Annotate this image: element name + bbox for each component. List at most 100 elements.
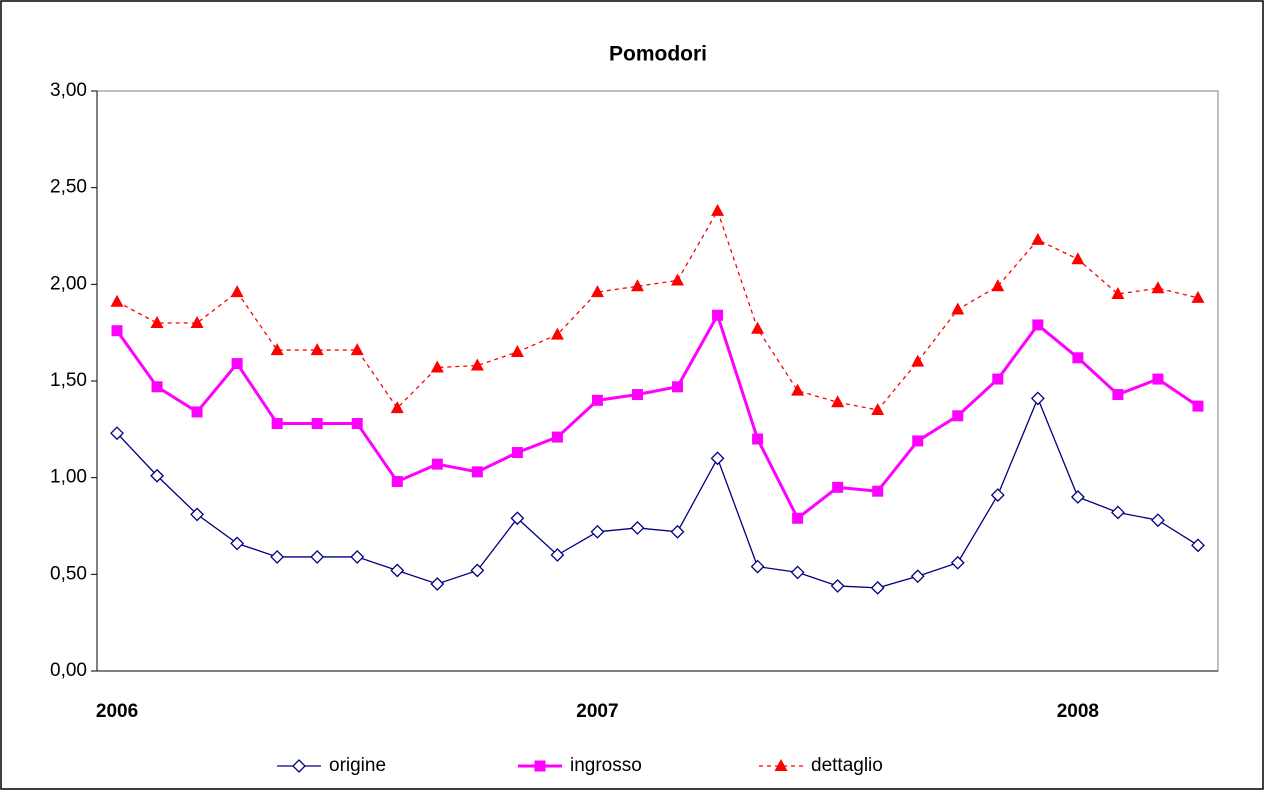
data-point — [1111, 287, 1125, 299]
data-point — [1151, 513, 1165, 528]
data-point — [591, 394, 603, 406]
data-point — [630, 279, 644, 292]
data-point — [191, 406, 203, 418]
data-point — [750, 559, 765, 574]
series-line — [116, 396, 1199, 589]
legend-marker — [774, 759, 788, 771]
data-point — [830, 579, 845, 593]
data-point — [872, 485, 884, 497]
data-point — [751, 321, 765, 334]
data-point — [151, 381, 163, 393]
data-point — [950, 555, 965, 570]
data-point — [871, 403, 885, 415]
data-point — [150, 316, 164, 328]
data-point — [231, 358, 243, 370]
data-point — [590, 524, 605, 539]
data-point — [992, 373, 1004, 385]
data-point — [271, 418, 283, 430]
data-point — [350, 550, 365, 564]
data-point — [430, 577, 445, 591]
y-tick-label: 0,50 — [50, 563, 87, 584]
data-point — [430, 360, 444, 373]
data-point — [1071, 252, 1085, 265]
legend-label: ingrosso — [570, 755, 642, 776]
data-point — [230, 536, 245, 551]
data-point — [952, 410, 964, 422]
data-point — [832, 481, 844, 493]
data-point — [791, 383, 805, 396]
data-point — [912, 435, 924, 447]
x-tick-label: 2006 — [96, 701, 138, 722]
data-point — [550, 548, 565, 562]
data-point — [310, 343, 324, 356]
data-point — [1112, 389, 1124, 401]
data-point — [1191, 538, 1205, 553]
data-point — [710, 451, 725, 466]
data-point — [431, 458, 443, 470]
y-tick-label: 0,00 — [50, 660, 87, 681]
data-point — [630, 521, 645, 535]
y-tick-label: 1,50 — [50, 370, 87, 391]
data-point — [991, 279, 1005, 292]
data-point — [1152, 373, 1164, 385]
data-point — [711, 203, 725, 216]
data-point — [150, 468, 164, 483]
legend-marker — [534, 760, 546, 772]
data-point — [310, 550, 325, 564]
data-point — [111, 325, 123, 337]
data-point — [590, 285, 604, 298]
data-point — [390, 401, 404, 414]
data-point — [792, 512, 804, 524]
data-point — [910, 569, 925, 584]
data-point — [1030, 391, 1045, 406]
data-point — [870, 580, 885, 595]
data-point — [631, 389, 643, 401]
chart-title: Pomodori — [609, 43, 707, 66]
data-point — [1070, 490, 1085, 504]
data-point — [671, 273, 685, 286]
data-point — [1191, 290, 1205, 303]
data-point — [190, 316, 204, 328]
data-point — [391, 476, 403, 488]
data-point — [471, 466, 483, 478]
data-point — [230, 285, 244, 298]
legend-marker — [292, 759, 306, 773]
data-point — [1072, 352, 1084, 364]
y-tick-label: 2,50 — [50, 177, 87, 198]
data-point — [1192, 400, 1204, 412]
data-point — [350, 343, 364, 356]
data-point — [1110, 505, 1125, 520]
data-point — [351, 418, 363, 430]
data-point — [990, 488, 1005, 502]
x-tick-label: 2008 — [1057, 701, 1099, 722]
data-point — [672, 381, 684, 393]
legend-label: dettaglio — [811, 755, 883, 776]
series-line — [115, 311, 1199, 521]
data-point — [511, 447, 523, 459]
data-point — [670, 524, 685, 539]
data-point — [470, 563, 485, 578]
data-point — [390, 563, 405, 578]
data-point — [1031, 232, 1045, 245]
data-point — [550, 327, 564, 340]
data-point — [311, 418, 323, 430]
data-point — [270, 343, 284, 356]
series-line — [116, 209, 1199, 411]
data-point — [712, 309, 724, 321]
data-point — [470, 358, 484, 371]
data-point — [1151, 281, 1165, 294]
data-point — [752, 433, 764, 445]
data-point — [831, 395, 845, 408]
data-point — [951, 302, 965, 315]
data-point — [270, 550, 285, 564]
data-point — [510, 345, 524, 357]
data-point — [110, 426, 124, 441]
data-point — [190, 507, 205, 522]
y-tick-label: 3,00 — [50, 80, 87, 101]
data-point — [790, 565, 805, 580]
data-point — [911, 354, 925, 367]
data-point — [510, 511, 525, 526]
data-point — [1032, 319, 1044, 331]
x-tick-label: 2007 — [576, 701, 618, 722]
